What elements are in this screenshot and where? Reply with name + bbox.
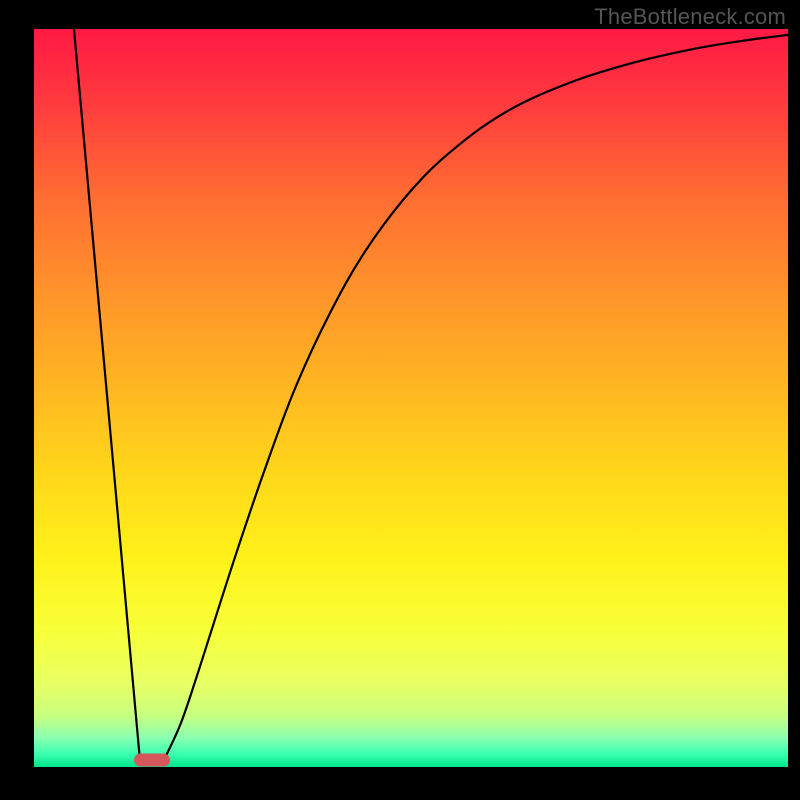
curve-right-branch bbox=[166, 35, 788, 756]
curve-left-branch bbox=[74, 29, 140, 756]
plot-area bbox=[34, 29, 788, 767]
watermark-label: TheBottleneck.com bbox=[594, 4, 786, 30]
chart-root: TheBottleneck.com bbox=[0, 0, 800, 800]
optimal-marker bbox=[134, 753, 170, 766]
curve-layer bbox=[34, 29, 788, 767]
